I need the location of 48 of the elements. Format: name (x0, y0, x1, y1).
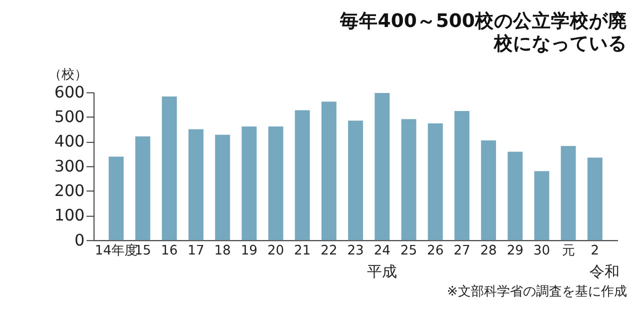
x-tick-label: 28 (480, 244, 497, 259)
bar (454, 111, 470, 240)
x-tick-label: 19 (240, 244, 258, 259)
y-tick-label: 600 (54, 82, 85, 102)
x-tick-label: 24 (374, 244, 390, 259)
x-tick-label: 21 (294, 244, 311, 259)
x-tick-label: 16 (161, 244, 178, 259)
x-tick-label: 23 (347, 244, 364, 259)
bar (215, 134, 230, 240)
bar (294, 110, 310, 240)
text: 令和 (589, 262, 620, 281)
bar (108, 156, 124, 240)
bar (587, 158, 602, 240)
bar (188, 129, 204, 240)
x-tick-label: 22 (320, 244, 338, 259)
y-tick-label: 300 (54, 156, 85, 176)
bar (348, 120, 364, 240)
bar (560, 146, 576, 240)
bar (534, 171, 550, 240)
y-tick-label: 0 (74, 230, 85, 250)
bar (268, 126, 284, 240)
bar (242, 126, 257, 240)
x-tick-label: 元 (562, 244, 575, 259)
y-tick-label: 400 (54, 132, 85, 151)
bar (374, 93, 390, 240)
x-tick-label: 17 (188, 244, 204, 259)
x-tick-label: 20 (267, 244, 284, 259)
y-tick-label: 200 (54, 181, 85, 200)
y-tick-label: 100 (54, 206, 85, 225)
x-tick-label: 26 (427, 244, 444, 259)
x-tick-label: 2 (590, 244, 600, 259)
x-tick-label: 30 (533, 244, 550, 259)
bar (135, 136, 150, 240)
x-tick-label: 27 (454, 244, 470, 259)
bar (508, 152, 523, 240)
x-tick-label: 29 (506, 244, 524, 259)
bar (162, 96, 177, 240)
bar (321, 102, 336, 240)
bar (481, 140, 496, 240)
bar (428, 123, 443, 240)
text: ※文部科学省の調査を基に作成 (446, 284, 627, 300)
x-tick-label: 18 (214, 244, 231, 259)
y-tick-label: 500 (54, 107, 85, 126)
x-tick-label: 25 (400, 244, 418, 259)
text: 平成 (366, 262, 397, 281)
bar (401, 119, 416, 240)
chart-title: 毎年400～500校の公立学校が廃校になっている (338, 10, 627, 54)
y-axis-title: （校） (48, 67, 88, 82)
